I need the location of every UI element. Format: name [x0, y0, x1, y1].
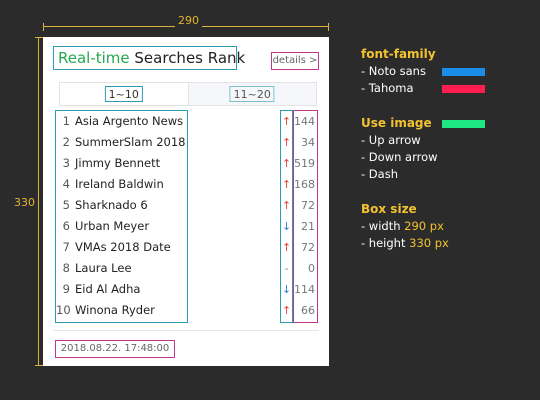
update-timestamp: 2018.08.22. 17:48:00 — [55, 340, 175, 358]
font-tahoma-label: - Tahoma — [361, 81, 414, 95]
rank-term: Jimmy Bennett — [75, 156, 161, 170]
spec-legend: font-family - Noto sans - Tahoma Use ima… — [361, 46, 536, 252]
rank-number: 1 — [62, 114, 70, 128]
rank-row[interactable]: 3 Jimmy Bennett — [56, 153, 187, 174]
rank-row[interactable]: 8 Laura Lee — [56, 258, 187, 279]
rank-term: Asia Argento News — [75, 114, 184, 128]
change-value: 21 — [301, 220, 315, 233]
change-value: 168 — [294, 178, 315, 191]
height-dimension-line — [35, 37, 43, 366]
rank-row[interactable]: 9 Eid Al Adha — [56, 279, 187, 300]
width-dimension-label: 290 — [175, 14, 202, 27]
box-width-value: 290 px — [404, 219, 444, 233]
rank-number: 7 — [62, 240, 70, 254]
change-value: 72 — [301, 241, 315, 254]
rank-term: Ireland Baldwin — [75, 177, 164, 191]
rank-term: Eid Al Adha — [75, 282, 141, 296]
footer-divider — [53, 330, 319, 331]
details-link[interactable]: details > — [271, 52, 319, 70]
change-value: 0 — [308, 262, 315, 275]
title-accent: Real-time — [58, 49, 130, 67]
tab-1-10[interactable]: 1~10 — [60, 83, 188, 105]
font-noto-label: - Noto sans — [361, 64, 426, 78]
rank-number: 8 — [62, 261, 70, 275]
box-height-line: - height 330 px — [361, 235, 536, 252]
box-height-value: 330 px — [409, 236, 449, 250]
rank-number: 5 — [62, 198, 70, 212]
up-arrow-icon: ↑ — [281, 199, 292, 212]
tab-1-10-label: 1~10 — [104, 86, 143, 102]
box-height-prefix: - height — [361, 236, 410, 250]
rank-row[interactable]: 4 Ireland Baldwin — [56, 174, 187, 195]
rank-number: 4 — [62, 177, 70, 191]
change-value: 519 — [294, 157, 315, 170]
dash-icon: - — [284, 262, 289, 275]
change-value: 34 — [301, 136, 315, 149]
title-rest: Searches Rank — [129, 49, 246, 67]
rank-list: 1 Asia Argento News 2 SummerSlam 2018 3 Jim… — [55, 110, 188, 323]
search-rank-widget: Real-time Searches Rank details > 1~10 1… — [43, 37, 329, 366]
rank-row[interactable]: 5 Sharknado 6 — [56, 195, 187, 216]
image-up-label: - Up arrow — [361, 133, 421, 147]
change-icon-column: ↑ ↑ ↑ ↑ ↑ ↓ ↑ - ↓ ↑ — [280, 110, 293, 323]
up-arrow-icon: ↑ — [281, 157, 292, 170]
change-value: 72 — [301, 199, 315, 212]
image-color-swatch — [442, 120, 485, 128]
rank-number: 10 — [56, 303, 71, 317]
rank-row[interactable]: 1 Asia Argento News — [56, 111, 187, 132]
up-arrow-icon: ↑ — [281, 115, 292, 128]
down-arrow-icon: ↓ — [281, 220, 292, 233]
use-image-heading: Use image — [361, 116, 432, 130]
up-arrow-icon: ↑ — [281, 241, 292, 254]
box-width-prefix: - width — [361, 219, 405, 233]
rank-term: VMAs 2018 Date — [75, 240, 171, 254]
noto-color-swatch — [442, 68, 485, 76]
rank-row[interactable]: 6 Urban Meyer — [56, 216, 187, 237]
change-value: 114 — [294, 283, 315, 296]
use-image-item: Use image — [361, 115, 536, 132]
rank-term: Urban Meyer — [75, 219, 150, 233]
font-noto-item: - Noto sans — [361, 63, 536, 80]
rank-tabs: 1~10 11~20 — [59, 82, 317, 106]
rank-number: 6 — [62, 219, 70, 233]
up-arrow-icon: ↑ — [281, 304, 292, 317]
rank-term: SummerSlam 2018 — [75, 135, 186, 149]
rank-row[interactable]: 10 Winona Ryder — [56, 300, 187, 321]
image-down-label: - Down arrow — [361, 150, 438, 164]
tahoma-color-swatch — [442, 85, 485, 93]
change-value: 66 — [301, 304, 315, 317]
box-width-line: - width 290 px — [361, 218, 536, 235]
rank-number: 9 — [62, 282, 70, 296]
change-value: 144 — [294, 115, 315, 128]
rank-term: Laura Lee — [75, 261, 132, 275]
change-value-column: 144 34 519 168 72 21 72 0 114 66 — [293, 110, 318, 323]
rank-row[interactable]: 2 SummerSlam 2018 — [56, 132, 187, 153]
font-tahoma-item: - Tahoma — [361, 80, 536, 97]
down-arrow-icon: ↓ — [281, 283, 292, 296]
rank-term: Sharknado 6 — [75, 198, 148, 212]
rank-number: 2 — [62, 135, 70, 149]
rank-row[interactable]: 7 VMAs 2018 Date — [56, 237, 187, 258]
font-family-heading: font-family — [361, 47, 436, 61]
rank-number: 3 — [62, 156, 70, 170]
up-arrow-icon: ↑ — [281, 136, 292, 149]
image-dash-label: - Dash — [361, 167, 398, 181]
widget-title: Real-time Searches Rank — [53, 46, 245, 70]
tab-11-20[interactable]: 11~20 — [187, 83, 316, 105]
height-dimension-label: 330 — [14, 194, 35, 211]
up-arrow-icon: ↑ — [281, 178, 292, 191]
rank-term: Winona Ryder — [75, 303, 155, 317]
box-size-heading: Box size — [361, 202, 417, 216]
tab-11-20-label: 11~20 — [229, 86, 275, 102]
